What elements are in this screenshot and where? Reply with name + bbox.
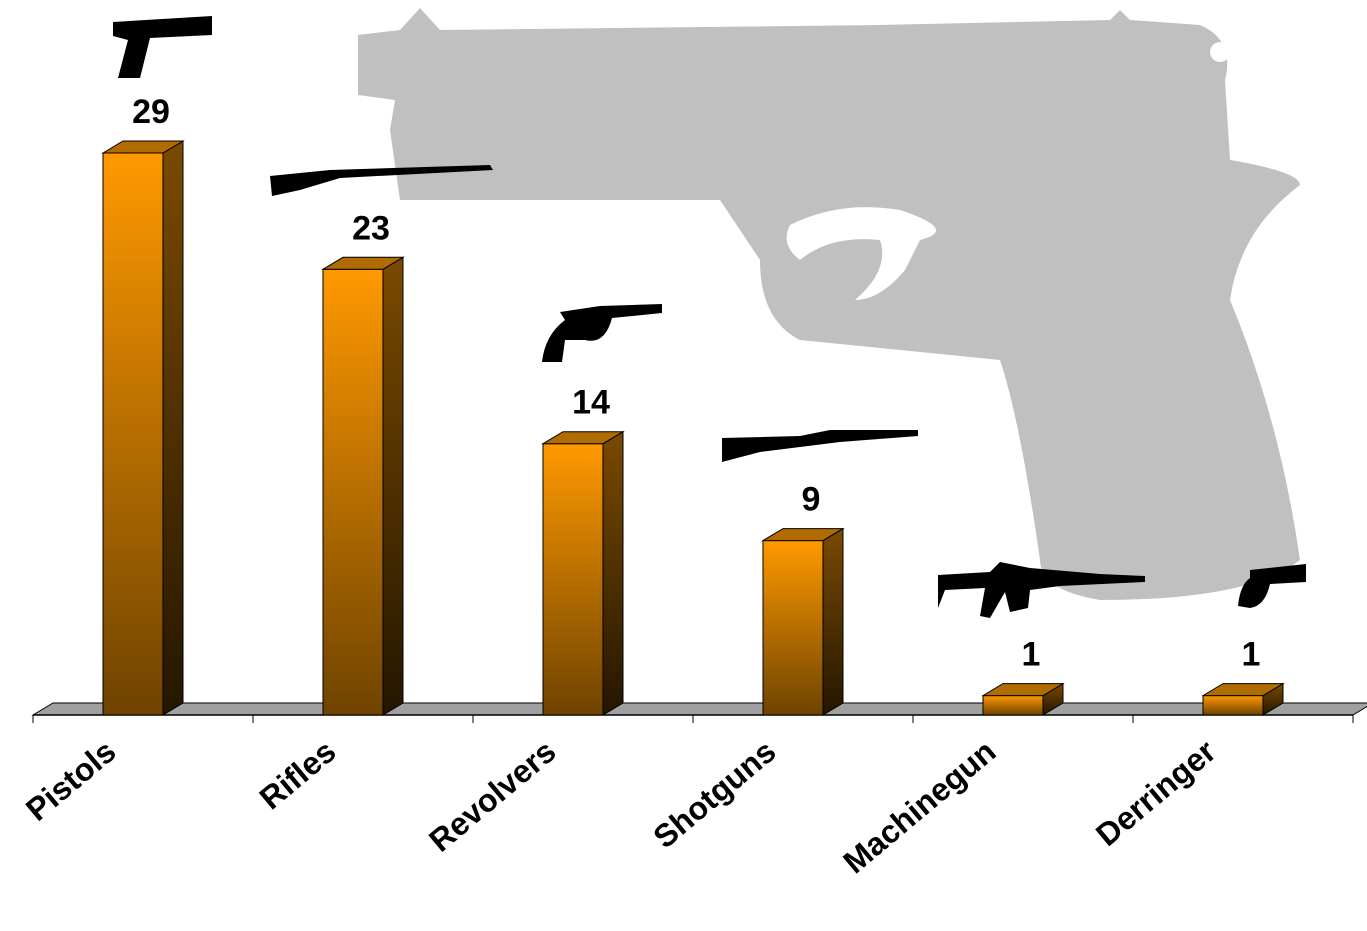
bar-front bbox=[102, 152, 164, 716]
shotgun-icon bbox=[722, 430, 918, 462]
value-label: 1 bbox=[1022, 636, 1041, 674]
bar-side bbox=[162, 140, 184, 716]
gun-icons bbox=[113, 16, 1306, 618]
bar bbox=[761, 527, 845, 716]
value-label: 14 bbox=[572, 384, 610, 422]
bar-top bbox=[541, 431, 625, 445]
bar-top bbox=[101, 140, 185, 154]
bar bbox=[101, 140, 185, 716]
floor bbox=[31, 702, 1367, 716]
x-tick-label: Machinegun bbox=[836, 733, 1002, 881]
bar-front bbox=[542, 443, 604, 716]
bar-top bbox=[981, 683, 1065, 697]
x-tick-label: Pistols bbox=[19, 733, 123, 828]
bar bbox=[321, 256, 405, 716]
bar-front bbox=[762, 540, 824, 716]
bar-top bbox=[1201, 683, 1285, 697]
bar-side bbox=[602, 430, 624, 716]
bar-front bbox=[982, 695, 1044, 716]
bar-top bbox=[321, 256, 405, 270]
x-tick-label: Revolvers bbox=[422, 733, 562, 859]
value-label: 1 bbox=[1242, 636, 1261, 674]
value-label: 23 bbox=[352, 209, 390, 247]
x-tick-label: Derringer bbox=[1089, 733, 1222, 853]
bar bbox=[1201, 682, 1285, 716]
bar-front bbox=[322, 268, 384, 716]
value-label: 29 bbox=[132, 93, 170, 131]
x-tick-label: Rifles bbox=[253, 733, 343, 817]
bar-top bbox=[761, 528, 845, 542]
derringer-icon bbox=[1238, 564, 1306, 608]
value-label: 9 bbox=[802, 481, 821, 519]
machinegun-icon bbox=[938, 562, 1145, 618]
bar bbox=[981, 682, 1065, 716]
bar-side bbox=[382, 256, 404, 716]
bar-front bbox=[1202, 695, 1264, 716]
revolver-icon bbox=[542, 304, 662, 362]
bar bbox=[541, 430, 625, 716]
pistol-icon bbox=[113, 16, 212, 78]
background-pistol bbox=[358, 8, 1300, 600]
rifle-icon bbox=[270, 165, 493, 196]
x-tick-label: Shotguns bbox=[646, 733, 782, 855]
bar-side bbox=[822, 527, 844, 716]
